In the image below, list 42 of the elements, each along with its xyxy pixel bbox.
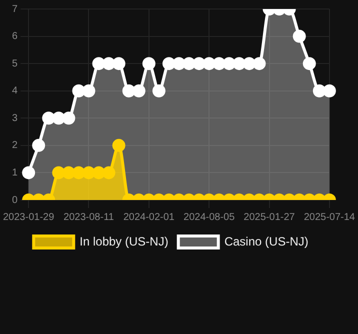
point	[62, 112, 76, 125]
point	[222, 57, 236, 70]
point	[142, 57, 156, 70]
x-tick-label: 2025-07-14	[304, 212, 356, 223]
point	[72, 84, 86, 98]
point	[52, 112, 66, 125]
point	[172, 57, 186, 70]
point	[302, 57, 316, 70]
point	[102, 57, 116, 70]
point	[42, 112, 56, 125]
point	[162, 57, 176, 70]
x-tick-label: 2024-02-01	[123, 212, 175, 223]
y-tick-label: 1	[12, 167, 18, 178]
point	[292, 30, 306, 43]
point	[312, 84, 326, 98]
y-tick-label: 0	[12, 194, 18, 206]
point	[122, 84, 136, 98]
point	[232, 57, 246, 70]
point	[152, 84, 166, 98]
y-tick-label: 6	[12, 31, 18, 42]
y-tick-label: 7	[12, 4, 18, 15]
point	[212, 57, 226, 70]
x-tick-label: 2023-08-11	[64, 212, 114, 223]
point	[202, 57, 216, 70]
point	[322, 84, 336, 98]
point	[242, 57, 256, 70]
point	[92, 57, 106, 70]
y-tick-label: 4	[12, 86, 18, 97]
point	[132, 84, 146, 98]
point	[182, 57, 196, 70]
point	[112, 57, 126, 70]
point	[82, 84, 96, 98]
point	[192, 57, 206, 70]
y-tick-label: 5	[12, 58, 18, 70]
y-tick-label: 3	[12, 112, 18, 124]
x-tick-label: 2024-08-05	[184, 212, 236, 223]
legend-label: Casino (US-NJ)	[224, 234, 308, 248]
x-tick-label: 2025-01-27	[244, 212, 296, 223]
x-tick-label: 2023-01-29	[3, 212, 55, 223]
y-tick-label: 2	[12, 140, 18, 152]
point	[252, 57, 266, 70]
legend-label: In lobby (US-NJ)	[80, 234, 168, 248]
